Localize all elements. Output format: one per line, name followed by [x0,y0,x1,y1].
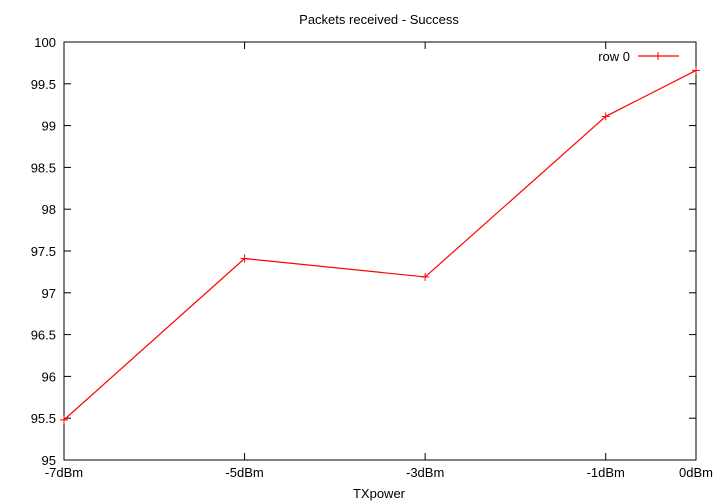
x-tick-label: -1dBm [587,465,625,480]
data-point [240,254,249,263]
series-layer [60,66,700,424]
chart-title: Packets received - Success [299,12,459,27]
y-tick-label: 96 [42,369,56,384]
data-point [601,112,610,121]
legend-marker [654,52,662,60]
data-point [421,272,430,281]
y-axis: 95 95.5 96 96.5 97 97.5 98 98.5 99 99.5 100 [31,35,696,468]
y-tick-label: 97.5 [31,244,56,259]
plot-border [63,41,697,461]
x-tick-label: 0dBm [679,465,713,480]
legend: row 0 [598,49,679,64]
series-line [63,69,697,421]
y-tick-label: 98.5 [31,160,56,175]
y-tick-label: 97 [42,286,56,301]
y-tick-label: 95 [42,453,56,468]
x-axis: -7dBm -5dBm -3dBm -1dBm 0dBm [45,42,713,480]
x-axis-label: TXpower [353,486,406,501]
y-tick-label: 98 [42,202,56,217]
y-tick-label: 99 [42,119,56,134]
y-tick-label: 96.5 [31,328,56,343]
data-point [692,66,700,75]
x-tick-label: -3dBm [406,465,444,480]
y-tick-label: 95.5 [31,411,56,426]
x-tick-label: -7dBm [45,465,83,480]
data-point [60,415,68,424]
legend-label-row-0: row 0 [598,49,630,64]
y-tick-label: 99.5 [31,77,56,92]
x-tick-label: -5dBm [225,465,263,480]
y-tick-label: 100 [34,35,56,50]
